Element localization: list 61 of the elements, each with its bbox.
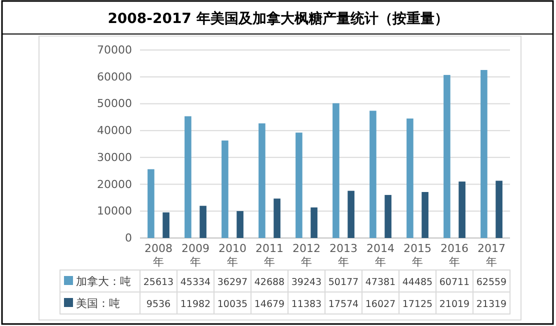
data-label: 17125: [402, 299, 433, 310]
x-tick-label: 2016年: [440, 242, 468, 269]
y-tick-label: 50000: [97, 97, 132, 110]
bar: [162, 212, 170, 238]
bar: [296, 132, 302, 238]
data-label: 21019: [439, 299, 470, 310]
y-tick-label: 0: [125, 232, 132, 245]
bar: [274, 198, 280, 238]
data-label: 42688: [254, 277, 285, 288]
data-label: 10035: [217, 299, 248, 310]
data-label: 60711: [439, 277, 470, 288]
x-tick-label: 2015年: [404, 242, 432, 269]
x-tick-label: 2010年: [218, 242, 246, 269]
data-label: 50177: [328, 277, 359, 288]
data-label: 21319: [476, 299, 507, 310]
bar: [222, 140, 228, 238]
x-tick-label: 2012年: [292, 242, 320, 269]
bar: [406, 118, 414, 238]
x-tick-label: 2008年: [144, 242, 172, 269]
data-label: 9536: [146, 299, 171, 310]
data-label: 11982: [180, 299, 211, 310]
chart-title: 2008-2017 年美国及加拿大枫糖产量统计（按重量）: [108, 10, 448, 27]
y-tick-label: 70000: [97, 44, 132, 57]
bar: [200, 206, 206, 238]
y-tick-label: 10000: [97, 204, 132, 218]
bar: [384, 194, 392, 238]
data-label: 25613: [143, 277, 174, 288]
x-tick-label: 2014年: [366, 242, 394, 269]
y-tick-label: 40000: [97, 124, 132, 138]
bar: [480, 70, 488, 238]
data-label: 11383: [291, 299, 322, 310]
bar: [496, 180, 502, 238]
bar: [148, 169, 154, 238]
x-tick-label: 2011年: [256, 242, 284, 269]
x-tick-label: 2009年: [182, 242, 210, 269]
bar: [310, 207, 318, 238]
data-label: 36297: [217, 277, 248, 288]
bar: [370, 110, 376, 238]
data-label: 39243: [291, 277, 322, 288]
bar: [458, 182, 466, 238]
bar: [422, 192, 428, 238]
y-tick-label: 60000: [97, 70, 132, 84]
data-label: 47381: [365, 277, 396, 288]
bar: [332, 103, 340, 238]
y-tick-label: 30000: [97, 150, 132, 164]
x-tick-label: 2017年: [478, 242, 506, 269]
data-label: 14679: [254, 299, 285, 310]
data-label: 62559: [476, 277, 507, 288]
data-label: 16027: [365, 299, 396, 310]
legend-label: 加拿大：吨: [76, 275, 131, 288]
y-tick-label: 20000: [97, 178, 132, 191]
data-label: 45334: [180, 277, 211, 288]
bar: [236, 211, 244, 238]
bar: [444, 74, 450, 238]
data-label: 17574: [328, 299, 359, 310]
data-label: 44485: [402, 277, 433, 288]
bar: [184, 116, 192, 238]
bar: [258, 123, 266, 238]
legend-label: 美国：吨: [76, 297, 120, 310]
x-tick-label: 2013年: [330, 242, 358, 269]
bar: [348, 190, 354, 238]
